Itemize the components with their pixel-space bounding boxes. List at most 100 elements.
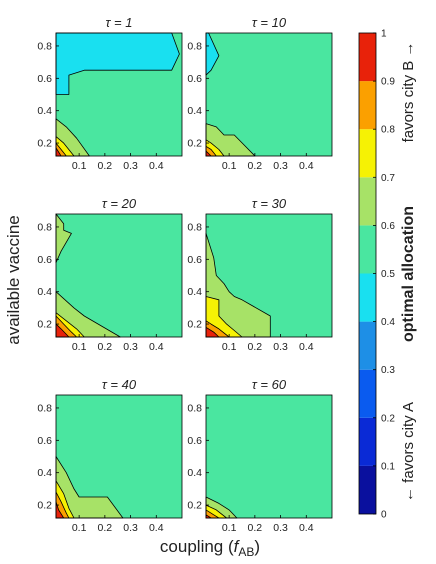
x-tick-label: 0.4 [299, 522, 314, 534]
colorbar-band [359, 33, 376, 82]
x-tick-label: 0.3 [273, 341, 288, 353]
x-axis-label-sub: AB [238, 545, 254, 559]
colorbar-band [359, 273, 376, 322]
panel-3: 0.1 0.2 0.3 0.4 0.2 0.4 0.6 0.8 τ = 20 [37, 196, 183, 353]
colorbar-tick-label: 0.2 [381, 413, 395, 424]
colorbar-band [359, 81, 376, 130]
colorbar-tick-label: 0.1 [381, 461, 395, 472]
y-tick-label: 0.6 [187, 73, 202, 85]
x-tick-label: 0.3 [123, 160, 138, 172]
y-tick-label: 0.6 [37, 254, 52, 266]
x-tick-label: 0.4 [149, 522, 164, 534]
x-axis-label-close: ) [254, 537, 260, 556]
y-tick-label: 0.8 [187, 221, 202, 233]
y-tick-label: 0.2 [37, 319, 52, 331]
panel-frame [205, 394, 333, 519]
x-axis-label: coupling (fAB) [160, 537, 260, 559]
panel-2: 0.1 0.2 0.3 0.4 0.2 0.4 0.6 0.8 τ = 10 [187, 15, 333, 172]
y-tick-label: 0.4 [37, 467, 52, 479]
y-tick-label: 0.4 [187, 286, 202, 298]
colorbar-tick-label: 0.5 [381, 269, 395, 280]
x-tick-label: 0.2 [248, 160, 263, 172]
y-tick-label: 0.4 [37, 286, 52, 298]
x-tick-label: 0.3 [123, 522, 138, 534]
x-tick-label: 0.2 [98, 160, 113, 172]
panel-title: τ = 60 [252, 377, 287, 392]
y-tick-label: 0.4 [37, 105, 52, 117]
panel-background [206, 395, 332, 518]
x-tick-label: 0.1 [222, 341, 237, 353]
colorbar-tick-label: 1 [381, 29, 387, 40]
y-tick-label: 0.8 [37, 221, 52, 233]
y-axis-label: available vaccine [4, 215, 23, 344]
panel-1: 0.1 0.2 0.3 0.4 0.2 0.4 0.6 0.8 τ = 1 [37, 15, 183, 172]
x-tick-label: 0.2 [248, 341, 263, 353]
y-tick-label: 0.4 [187, 105, 202, 117]
panel-title: τ = 30 [252, 196, 287, 211]
panel-frame [55, 213, 183, 338]
panel-4: 0.1 0.2 0.3 0.4 0.2 0.4 0.6 0.8 τ = 30 [187, 196, 333, 353]
colorbar-title: optimal allocation [400, 206, 417, 342]
colorbar: 0 0.1 0.2 0.3 0.4 0.5 0.6 0.7 0.8 0.9 1 favors city… [358, 29, 417, 521]
y-tick-label: 0.2 [37, 138, 52, 150]
colorbar-band [359, 321, 376, 370]
panels-group: 0.1 0.2 0.3 0.40.20.40.60.8τ = 10.1 0.2 0.3 0.… [37, 15, 333, 534]
x-axis-label-text: coupling ( [160, 537, 234, 556]
x-tick-label: 0.4 [299, 341, 314, 353]
x-tick-label: 0.3 [273, 160, 288, 172]
x-tick-label: 0.4 [149, 341, 164, 353]
y-tick-label: 0.8 [37, 40, 52, 52]
panel-frame [205, 32, 333, 157]
colorbar-band [359, 177, 376, 226]
x-tick-label: 0.2 [98, 522, 113, 534]
colorbar-tick-label: 0.9 [381, 77, 395, 88]
x-tick-label: 0.3 [273, 522, 288, 534]
panel-title: τ = 1 [106, 15, 133, 30]
x-tick-label: 0.4 [149, 160, 164, 172]
x-tick-label: 0.1 [72, 522, 87, 534]
y-tick-label: 0.8 [37, 402, 52, 414]
y-tick-label: 0.6 [187, 435, 202, 447]
y-tick-label: 0.4 [187, 467, 202, 479]
colorbar-band [359, 369, 376, 418]
x-tick-label: 0.1 [222, 160, 237, 172]
colorbar-band [359, 129, 376, 178]
y-tick-label: 0.8 [187, 402, 202, 414]
x-tick-label: 0.2 [98, 341, 113, 353]
y-tick-label: 0.6 [37, 73, 52, 85]
x-axis-label-var: f [234, 537, 241, 556]
x-tick-label: 0.4 [299, 160, 314, 172]
panel-frame [55, 394, 183, 519]
contour-region [55, 32, 180, 95]
panel-5: 0.1 0.2 0.3 0.4 0.2 0.4 0.6 0.8 τ = 40 [37, 377, 183, 534]
y-tick-label: 0.2 [187, 138, 202, 150]
colorbar-tick-label: 0.6 [381, 221, 395, 232]
x-tick-label: 0.2 [248, 522, 263, 534]
panel-6: 0.1 0.2 0.3 0.4 0.2 0.4 0.6 0.8 τ = 60 [187, 377, 333, 534]
y-tick-label: 0.2 [187, 319, 202, 331]
colorbar-tick-label: 0.8 [381, 125, 395, 136]
colorbar-tick-label: 0.3 [381, 365, 395, 376]
y-tick-label: 0.6 [37, 435, 52, 447]
colorbar-band [359, 465, 376, 514]
colorbar-band [359, 225, 376, 274]
panel-frame [205, 213, 333, 338]
y-tick-label: 0.2 [37, 500, 52, 512]
x-tick-label: 0.1 [222, 522, 237, 534]
panel-title: τ = 20 [102, 196, 137, 211]
x-tick-label: 0.1 [72, 160, 87, 172]
panel-frame [55, 32, 183, 157]
x-tick-label: 0.1 [72, 341, 87, 353]
colorbar-tick-label: 0 [381, 510, 387, 521]
colorbar-bottom-label: ← favors city A [400, 402, 417, 502]
y-tick-label: 0.2 [187, 500, 202, 512]
colorbar-tick-label: 0.7 [381, 173, 395, 184]
colorbar-top-label: favors city B → [400, 42, 417, 143]
y-tick-label: 0.6 [187, 254, 202, 266]
colorbar-band [359, 417, 376, 466]
colorbar-tick-label: 0.4 [381, 317, 395, 328]
x-tick-label: 0.3 [123, 341, 138, 353]
panel-title: τ = 10 [252, 15, 287, 30]
y-tick-label: 0.8 [187, 40, 202, 52]
